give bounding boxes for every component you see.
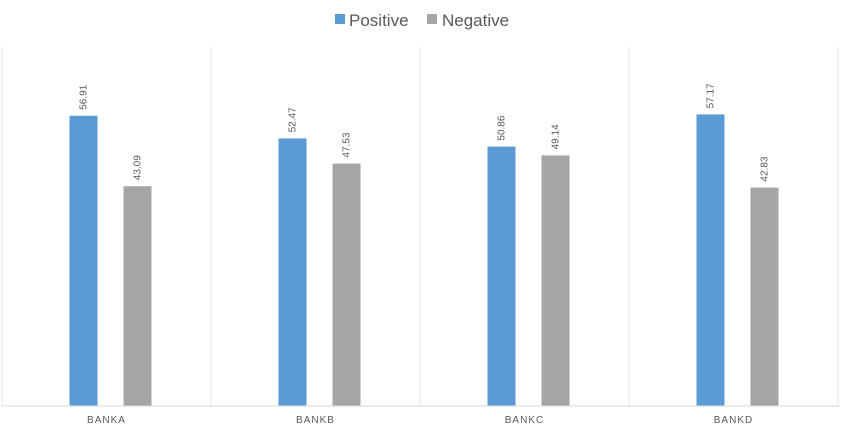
x-tick-label: BANKD (714, 415, 753, 426)
data-label: 50.86 (497, 115, 508, 140)
bars (69, 114, 779, 407)
bar-negative-banka (123, 186, 152, 406)
bar-negative-bankd (750, 187, 779, 406)
data-labels: 56.91 43.09 52.47 47.53 50.86 49.14 57.17 42.83 (79, 83, 771, 182)
category-dividers (1, 47, 839, 406)
bar-positive-bankb (278, 138, 307, 406)
legend-swatch-negative (427, 14, 437, 24)
x-tick-label: BANKB (296, 415, 335, 426)
x-tick-labels: BANKA BANKB BANKC BANKD (87, 415, 753, 426)
bar-positive-banka (69, 115, 98, 406)
bar-negative-bankb (332, 163, 361, 406)
data-label: 49.14 (551, 124, 562, 149)
x-tick-label: BANKA (87, 415, 126, 426)
data-label: 52.47 (288, 107, 299, 132)
data-label: 43.09 (133, 155, 144, 180)
data-label: 42.83 (760, 156, 771, 181)
data-label: 47.53 (342, 132, 353, 157)
bar-negative-bankc (541, 155, 570, 406)
legend-label-negative: Negative (442, 11, 509, 30)
legend-swatch-positive (335, 14, 345, 24)
bar-positive-bankd (696, 114, 725, 407)
data-label: 56.91 (79, 84, 90, 109)
data-label: 57.17 (706, 83, 717, 108)
bar-positive-bankc (487, 146, 516, 406)
x-tick-label: BANKC (505, 415, 544, 426)
legend-label-positive: Positive (349, 11, 409, 30)
legend: Positive Negative (335, 11, 509, 30)
